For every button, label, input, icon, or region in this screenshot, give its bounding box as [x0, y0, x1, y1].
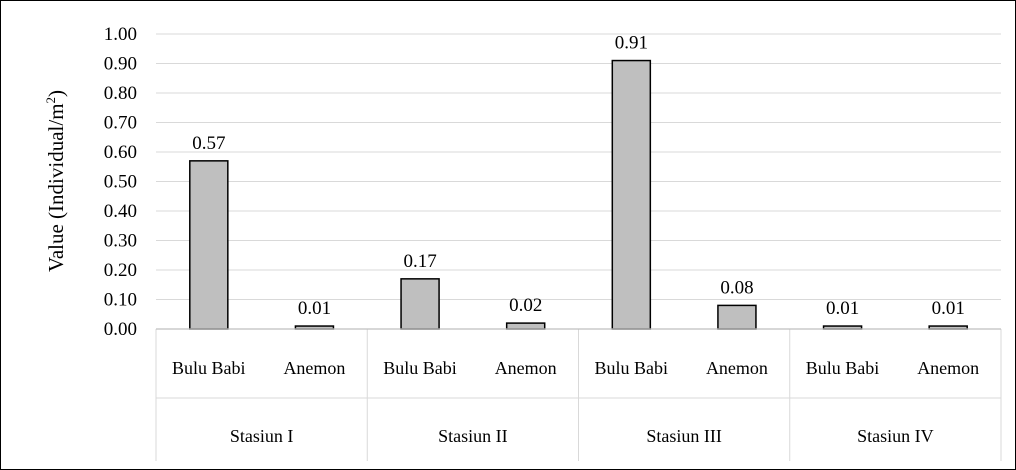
- y-axis-tick-labels: 0.00 0.10 0.20 0.30 0.40 0.50 0.60 0.70 0.80 0.90…: [104, 24, 137, 340]
- bar-data-label: 0.57: [192, 133, 225, 154]
- x-group-label: Stasiun I: [230, 426, 294, 446]
- y-axis-title-superscript: 2: [43, 97, 58, 104]
- y-tick-label: 0.00: [104, 319, 137, 340]
- x-category-label: Anemon: [917, 358, 979, 378]
- bars: [189, 59, 968, 330]
- bar-data-label: 0.01: [826, 298, 859, 319]
- y-tick-label: 0.80: [104, 83, 137, 104]
- bar-data-label: 0.91: [615, 33, 648, 54]
- x-category-label: Bulu Babi: [595, 358, 669, 378]
- bar: [505, 322, 546, 330]
- bar-data-label: 0.01: [932, 298, 965, 319]
- y-tick-label: 0.10: [104, 290, 137, 311]
- y-axis-title-suffix: ): [44, 90, 68, 97]
- y-tick-label: 0.90: [104, 54, 137, 75]
- y-tick-label: 0.30: [104, 231, 137, 252]
- x-category-label: Bulu Babi: [172, 358, 246, 378]
- x-group-label: Stasiun IV: [857, 426, 934, 446]
- data-labels: 0.57 0.01 0.17 0.02 0.91 0.08 0.01 0.01: [192, 33, 965, 319]
- bar: [400, 278, 440, 330]
- bar-data-label: 0.01: [298, 298, 331, 319]
- bar: [717, 304, 757, 330]
- y-tick-label: 0.60: [104, 142, 137, 163]
- y-tick-label: 0.50: [104, 172, 137, 193]
- bar-data-label: 0.02: [509, 295, 542, 316]
- x-axis: Bulu Babi Anemon Stasiun I Bulu Babi Anemon S…: [155, 328, 1002, 461]
- y-axis-title-text: Value (Individual/m: [44, 103, 68, 272]
- y-tick-label: 0.20: [104, 260, 137, 281]
- x-category-label: Anemon: [283, 358, 345, 378]
- y-tick-label: 0.40: [104, 201, 137, 222]
- x-group-label: Stasiun III: [646, 426, 722, 446]
- bar-data-label: 0.17: [403, 251, 436, 272]
- y-axis-title: Value (Individual/m2): [43, 90, 68, 272]
- bar: [611, 59, 652, 330]
- x-category-label: Anemon: [495, 358, 557, 378]
- x-category-label: Bulu Babi: [383, 358, 457, 378]
- bar: [189, 160, 229, 330]
- y-tick-label: 1.00: [104, 24, 137, 45]
- x-group-label: Stasiun II: [438, 426, 508, 446]
- gridlines: [156, 33, 1001, 300]
- x-category-label: Bulu Babi: [806, 358, 880, 378]
- x-category-label: Anemon: [706, 358, 768, 378]
- bar-data-label: 0.08: [720, 277, 753, 298]
- y-tick-label: 0.70: [104, 113, 137, 134]
